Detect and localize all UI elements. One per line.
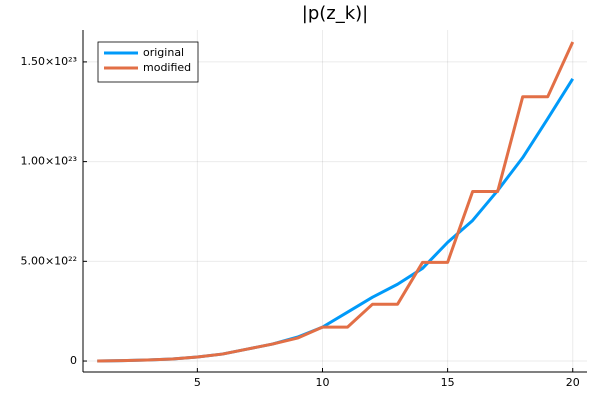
legend-box [97, 41, 199, 83]
y-tick-label: 1.00×10²³ [20, 155, 77, 168]
legend-label: modified [143, 61, 191, 74]
x-tick-label: 15 [441, 376, 455, 389]
y-tick-label: 1.50×10²³ [20, 55, 77, 68]
x-tick-label: 20 [566, 376, 580, 389]
y-tick-label: 0 [70, 354, 77, 367]
x-tick-label: 10 [315, 376, 329, 389]
x-tick-label: 5 [194, 376, 201, 389]
legend-label: original [143, 46, 184, 59]
line-series [97, 78, 575, 363]
y-tick-label: 5.00×10²² [20, 254, 77, 267]
chart-title: |p(z_k)| [302, 3, 368, 24]
line-series [97, 41, 575, 363]
